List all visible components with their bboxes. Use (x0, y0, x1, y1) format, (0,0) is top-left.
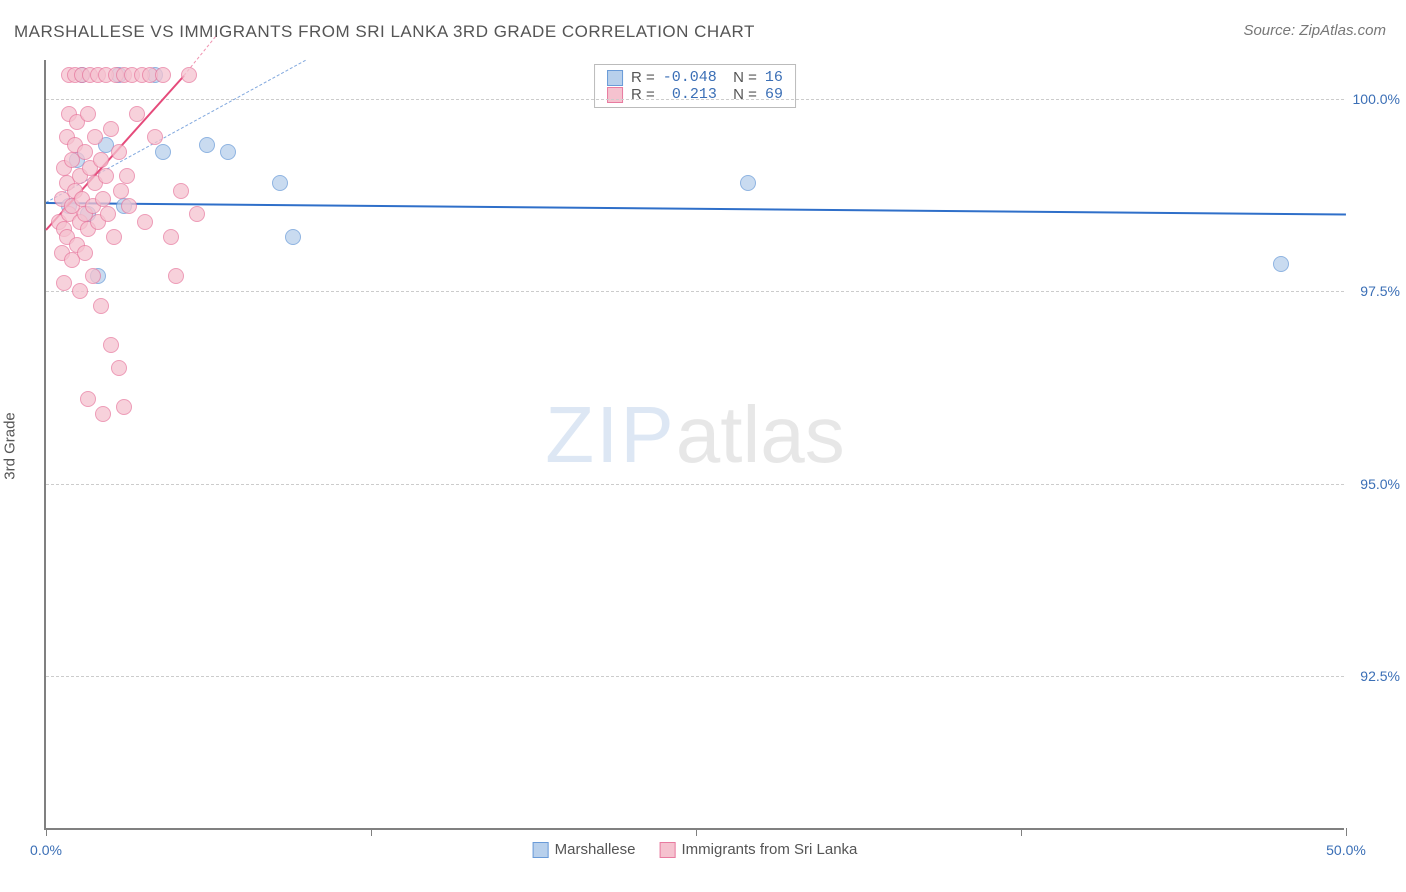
data-point (100, 206, 116, 222)
data-point (272, 175, 288, 191)
gridline-h (46, 291, 1344, 292)
data-point (1273, 256, 1289, 272)
data-point (155, 67, 171, 83)
data-point (220, 144, 236, 160)
stat-r-value-0: -0.048 (663, 69, 717, 86)
x-tick-mark (696, 828, 697, 836)
watermark: ZIPatlas (545, 389, 844, 481)
stat-r-label: R = (631, 86, 655, 103)
chart-title: MARSHALLESE VS IMMIGRANTS FROM SRI LANKA… (14, 22, 755, 42)
stat-n-value-0: 16 (765, 69, 783, 86)
bottom-legend: Marshallese Immigrants from Sri Lanka (533, 841, 858, 858)
data-point (93, 298, 109, 314)
data-point (111, 360, 127, 376)
stat-n-label: N = (725, 69, 757, 86)
stat-row-series-1: R = 0.213 N = 69 (607, 86, 783, 103)
correlation-stats-box: R = -0.048 N = 16 R = 0.213 N = 69 (594, 64, 796, 108)
legend-item-1: Immigrants from Sri Lanka (659, 841, 857, 858)
data-point (147, 129, 163, 145)
data-point (106, 229, 122, 245)
data-point (199, 137, 215, 153)
x-tick-label: 0.0% (30, 842, 62, 858)
x-tick-mark (371, 828, 372, 836)
data-point (111, 144, 127, 160)
stat-n-value-1: 69 (765, 86, 783, 103)
swatch-series-1 (607, 87, 623, 103)
y-tick-label: 95.0% (1350, 476, 1400, 492)
x-tick-mark (46, 828, 47, 836)
legend-swatch-1 (659, 842, 675, 858)
data-point (85, 268, 101, 284)
data-point (98, 168, 114, 184)
x-tick-mark (1346, 828, 1347, 836)
data-point (189, 206, 205, 222)
gridline-h (46, 484, 1344, 485)
data-point (72, 283, 88, 299)
watermark-zip: ZIP (545, 390, 675, 479)
stat-n-label: N = (725, 86, 757, 103)
scatter-plot-area: ZIPatlas R = -0.048 N = 16 R = 0.213 N =… (44, 60, 1344, 830)
data-point (103, 121, 119, 137)
y-tick-label: 97.5% (1350, 283, 1400, 299)
legend-label-0: Marshallese (555, 841, 636, 858)
data-point (155, 144, 171, 160)
y-tick-label: 92.5% (1350, 668, 1400, 684)
legend-swatch-0 (533, 842, 549, 858)
data-point (129, 106, 145, 122)
data-point (80, 391, 96, 407)
source-label: Source: ZipAtlas.com (1243, 22, 1386, 39)
swatch-series-0 (607, 70, 623, 86)
data-point (95, 406, 111, 422)
stat-r-value-1: 0.213 (663, 86, 717, 103)
y-axis-label: 3rd Grade (2, 412, 19, 480)
data-point (173, 183, 189, 199)
data-point (56, 275, 72, 291)
data-point (740, 175, 756, 191)
x-tick-label: 50.0% (1326, 842, 1366, 858)
data-point (87, 129, 103, 145)
data-point (93, 152, 109, 168)
legend-item-0: Marshallese (533, 841, 636, 858)
data-point (77, 245, 93, 261)
data-point (285, 229, 301, 245)
data-point (95, 191, 111, 207)
stat-r-label: R = (631, 69, 655, 86)
data-point (163, 229, 179, 245)
data-point (168, 268, 184, 284)
data-point (80, 106, 96, 122)
y-tick-label: 100.0% (1350, 91, 1400, 107)
watermark-atlas: atlas (676, 390, 845, 479)
data-point (77, 144, 93, 160)
data-point (113, 183, 129, 199)
data-point (137, 214, 153, 230)
data-point (121, 198, 137, 214)
data-point (119, 168, 135, 184)
gridline-h (46, 676, 1344, 677)
data-point (116, 399, 132, 415)
stat-row-series-0: R = -0.048 N = 16 (607, 69, 783, 86)
trend-line (46, 202, 1346, 216)
data-point (103, 337, 119, 353)
x-tick-mark (1021, 828, 1022, 836)
legend-label-1: Immigrants from Sri Lanka (681, 841, 857, 858)
gridline-h (46, 99, 1344, 100)
data-point (181, 67, 197, 83)
